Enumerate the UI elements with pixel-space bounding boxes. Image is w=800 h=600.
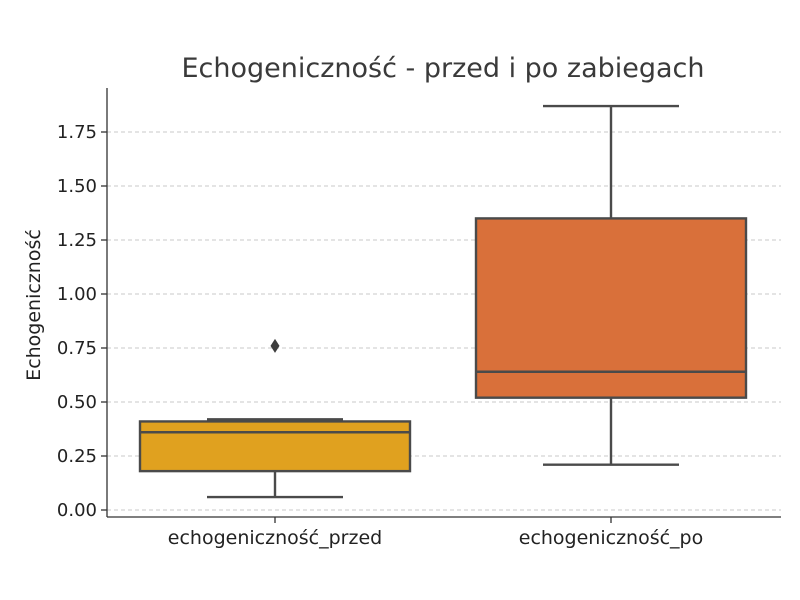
x-axis-categories: echogeniczność_przed echogeniczność_po: [168, 517, 703, 549]
y-tick-label: 0.00: [57, 500, 97, 521]
outlier-point: [270, 338, 280, 353]
y-axis-label: Echogeniczność: [23, 229, 45, 381]
y-tick-label: 1.25: [57, 230, 97, 251]
box-echogeniczność_po: [474, 104, 748, 466]
y-tick-label: 1.50: [57, 176, 97, 197]
y-tick-label: 1.75: [57, 122, 97, 143]
chart-title: Echogeniczność - przed i po zabiegach: [181, 53, 704, 84]
iqr-box: [474, 217, 748, 399]
iqr-box: [138, 420, 412, 473]
y-tick-label: 0.75: [57, 338, 97, 359]
y-tick-label: 0.25: [57, 446, 97, 467]
x-category-label: echogeniczność_przed: [168, 527, 382, 549]
y-tick-label: 1.00: [57, 284, 97, 305]
boxes: [138, 104, 748, 499]
y-axis-ticks: 0.00 0.25 0.50 0.75 1.00 1.25 1.50 1.75: [57, 122, 107, 521]
y-tick-label: 0.50: [57, 392, 97, 413]
x-category-label: echogeniczność_po: [519, 527, 704, 549]
box-echogeniczność_przed: [138, 338, 412, 499]
